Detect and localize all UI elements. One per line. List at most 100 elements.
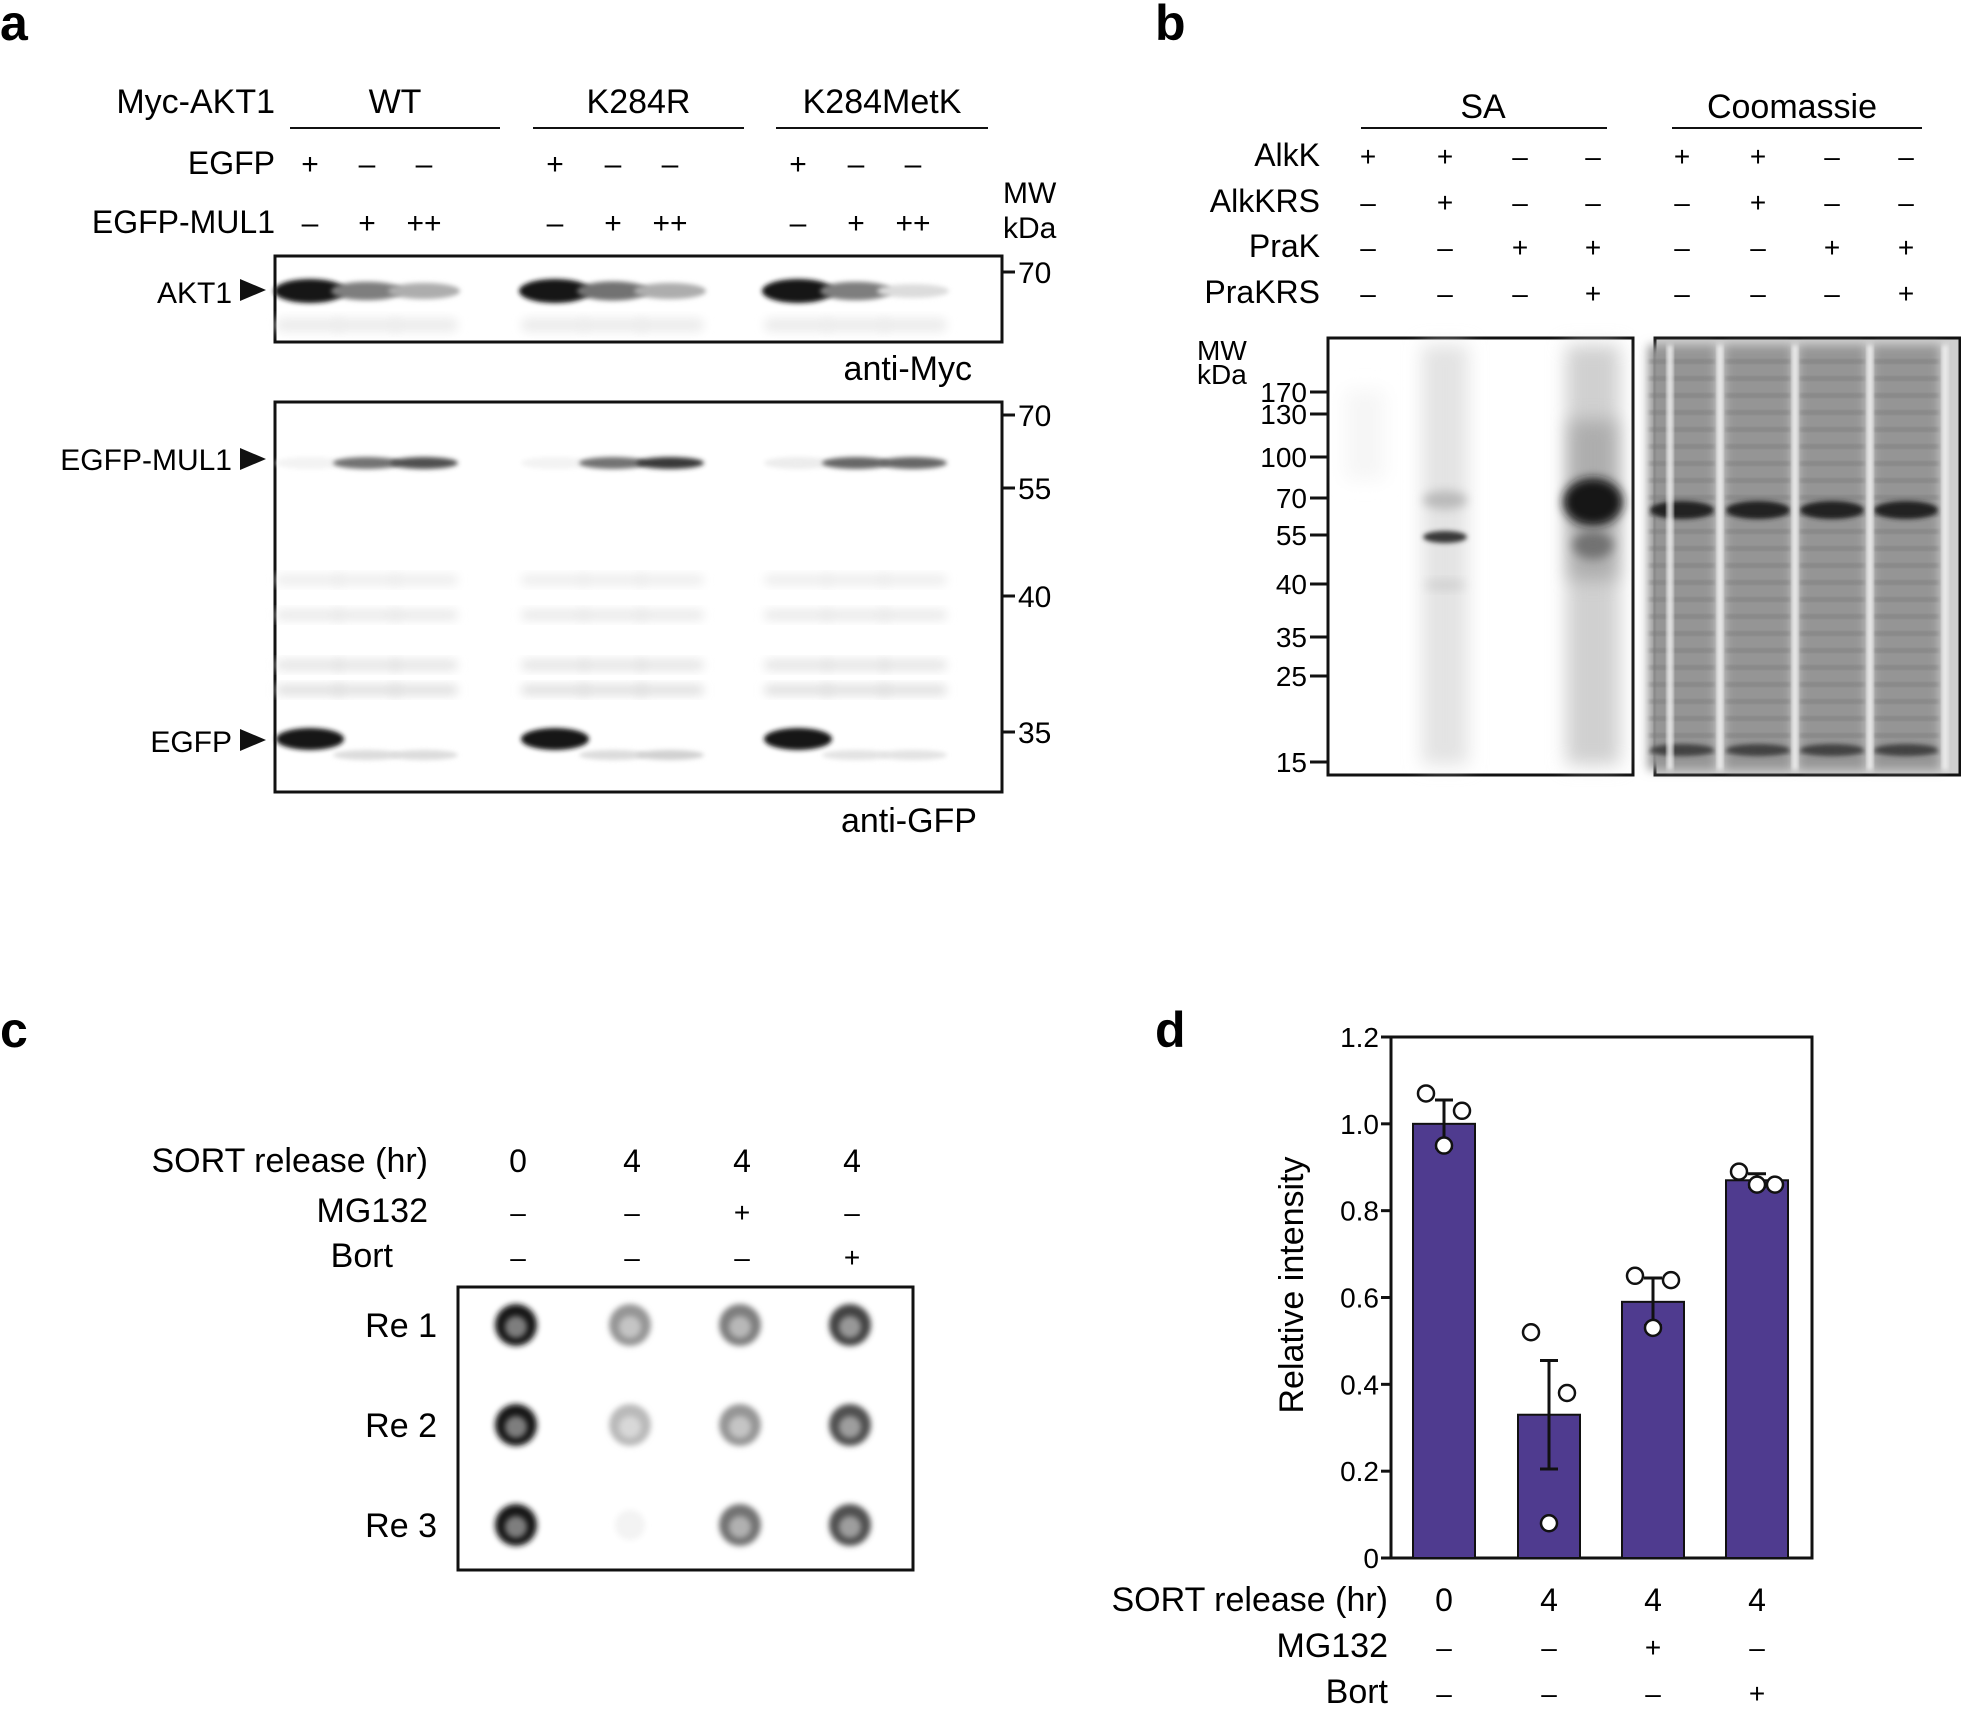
panel-letter-b: b <box>1155 0 1186 51</box>
coomassie-minor-band <box>1726 411 1790 414</box>
mw-label: 170 <box>1260 377 1307 408</box>
coomassie-minor-band <box>1650 496 1714 499</box>
row-label-alkkrs: AlkKRS <box>1210 183 1320 219</box>
treatment-sign: – <box>1360 278 1376 309</box>
mw-title-mw: MW <box>1003 177 1057 210</box>
coomassie-minor-band <box>1650 360 1714 363</box>
gfp-blot: EGFP-MUL1 EGFP 70 55 40 35 anti-GFP <box>60 400 1051 840</box>
coomassie-gel <box>1648 336 1961 777</box>
background-band <box>764 685 832 695</box>
akt1-band-label: AKT1 <box>157 277 232 310</box>
chart-ylabel: Relative intensity <box>1273 1156 1311 1413</box>
egfp-mul1-band-label: EGFP-MUL1 <box>60 444 232 477</box>
coomassie-minor-band <box>1874 615 1938 618</box>
coomassie-minor-band <box>1726 615 1790 618</box>
coomassie-minor-band <box>1650 649 1714 652</box>
row-label-prakrs: PraKRS <box>1204 274 1320 310</box>
coomassie-minor-band <box>1650 377 1714 380</box>
treatment-sign: – <box>1898 187 1914 218</box>
mw-label: 15 <box>1276 747 1307 778</box>
coomassie-minor-band <box>1650 581 1714 584</box>
chart-condition-value: 4 <box>1748 1582 1766 1618</box>
coomassie-minor-band <box>1800 666 1864 669</box>
coomassie-minor-band <box>1874 547 1938 550</box>
coomassie-minor-band <box>1726 564 1790 567</box>
akt1-band <box>820 281 892 301</box>
coomassie-minor-band <box>1650 598 1714 601</box>
background-band <box>521 610 589 620</box>
myc-lane-smear <box>764 318 832 332</box>
chart-column-conditions: 0 – – 4 – – 4 + – 4 – + <box>1435 1582 1766 1709</box>
data-point <box>1521 1322 1541 1342</box>
background-band <box>333 575 401 585</box>
coomassie-minor-band <box>1874 734 1938 737</box>
coomassie-minor-band <box>1650 683 1714 686</box>
mw-label: 55 <box>1276 520 1307 551</box>
coomassie-minor-band <box>1874 632 1938 635</box>
data-point <box>1747 1175 1767 1194</box>
treatment-sign: – <box>1674 232 1690 263</box>
treatment-sign: – <box>1750 232 1766 263</box>
egfp-mul1-band <box>521 457 589 469</box>
antibody-anti-gfp: anti-GFP <box>841 802 977 840</box>
background-band <box>521 685 589 695</box>
egfp-band <box>764 728 832 750</box>
treatment-sign: – <box>1674 187 1690 218</box>
egfp-band <box>521 728 589 750</box>
coomassie-minor-band <box>1726 547 1790 550</box>
sa-band <box>1423 491 1467 509</box>
treatment-sign: – <box>1512 187 1528 218</box>
egfp-sign: – <box>905 148 922 181</box>
chart-condition-value: – <box>1645 1678 1661 1709</box>
sa-band <box>1425 580 1465 590</box>
coomassie-gap <box>1717 345 1723 770</box>
egfp-band <box>879 750 947 760</box>
background-band <box>333 610 401 620</box>
y-tick-label: 0 <box>1363 1543 1379 1574</box>
coomassie-minor-band <box>1650 547 1714 550</box>
myc-lane-smear <box>636 318 704 332</box>
chart-condition-value: – <box>1541 1632 1557 1663</box>
egfp-band <box>390 750 458 760</box>
mw-label: 40 <box>1018 581 1051 614</box>
data-point <box>1729 1162 1749 1181</box>
chart-condition-value: + <box>1645 1632 1661 1663</box>
coomassie-minor-band <box>1800 564 1864 567</box>
data-point <box>1416 1084 1436 1103</box>
coomassie-minor-band <box>1650 666 1714 669</box>
coomassie-minor-band <box>1650 462 1714 465</box>
coomassie-minor-band <box>1874 496 1938 499</box>
myc-lane-smear <box>390 318 458 332</box>
row-label-prak: PraK <box>1249 228 1320 264</box>
data-point <box>1557 1383 1577 1403</box>
data-point <box>1434 1136 1454 1155</box>
mw-label: 70 <box>1276 483 1307 514</box>
sa-band <box>1573 531 1613 559</box>
coomassie-major-band <box>1800 501 1864 519</box>
coomassie-minor-band <box>1726 428 1790 431</box>
group-label-k284metk: K284MetK <box>803 83 962 121</box>
mul1-sign: + <box>604 207 622 240</box>
myc-blot: AKT1 70 anti-Myc <box>157 254 1051 388</box>
treatment-sign: – <box>1360 232 1376 263</box>
condition-value: – <box>624 1242 640 1273</box>
coomassie-minor-band <box>1800 547 1864 550</box>
coomassie-minor-band <box>1874 649 1938 652</box>
coomassie-low-band <box>1800 744 1864 756</box>
treatment-sign: + <box>1898 232 1914 263</box>
treatment-signs: +––+–+++––+–+++––+–++ <box>301 148 930 240</box>
row-label-bort: Bort <box>331 1237 394 1275</box>
background-band <box>521 660 589 670</box>
coomassie-major-band <box>1650 501 1714 519</box>
mw-label: 70 <box>1018 400 1051 433</box>
egfp-band <box>333 750 401 760</box>
condition-value: 4 <box>733 1143 751 1179</box>
coomassie-minor-band <box>1874 581 1938 584</box>
row-label-egfp: EGFP <box>188 145 275 181</box>
treatment-sign: – <box>1674 278 1690 309</box>
coomassie-minor-band <box>1650 411 1714 414</box>
condition-value: – <box>510 1197 526 1228</box>
coomassie-minor-band <box>1726 496 1790 499</box>
y-tick-label: 0.6 <box>1340 1283 1379 1314</box>
